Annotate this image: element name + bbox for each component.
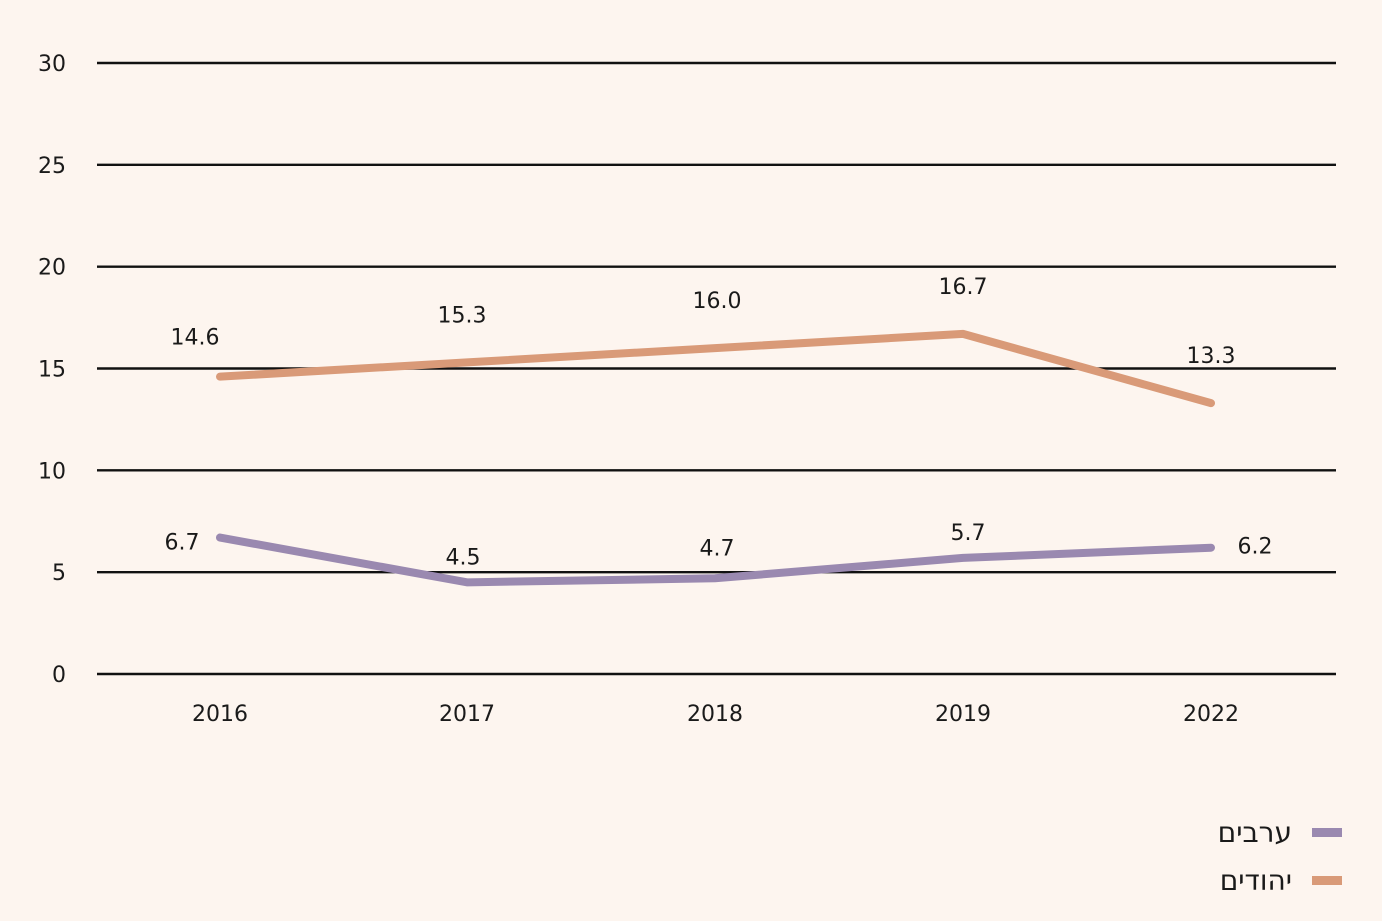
y-tick-label-5: 5 — [52, 561, 66, 586]
y-axis-ticks: 0 5 10 15 20 25 30 — [38, 52, 66, 688]
y-tick-label-30: 30 — [38, 52, 66, 77]
legend: ערבים יהודים — [1218, 814, 1342, 898]
x-tick-label-2016: 2016 — [192, 702, 248, 727]
y-tick-label-20: 20 — [38, 256, 66, 281]
data-label-1-2016: 6.7 — [165, 531, 200, 556]
data-label-0-2016: 14.6 — [171, 326, 220, 351]
data-label-0-2018: 16.0 — [693, 289, 742, 314]
data-label-1-2017: 4.5 — [446, 545, 481, 570]
data-label-1-2022: 6.2 — [1238, 535, 1273, 560]
x-axis-ticks: 2016 2017 2018 2019 2022 — [192, 702, 1239, 727]
legend-item-arabs: ערבים — [1218, 814, 1342, 850]
y-tick-label-15: 15 — [38, 358, 66, 383]
legend-label-jews: יהודים — [1219, 863, 1292, 897]
series-line-1 — [216, 533, 1215, 587]
legend-item-jews: יהודים — [1218, 862, 1342, 898]
legend-swatch-arabs — [1312, 827, 1342, 837]
data-label-1-2019: 5.7 — [951, 521, 986, 546]
x-tick-label-2018: 2018 — [687, 702, 743, 727]
legend-swatch-jews — [1312, 875, 1342, 885]
series-line-0 — [216, 329, 1215, 408]
x-tick-label-2019: 2019 — [935, 702, 991, 727]
y-tick-label-10: 10 — [38, 459, 66, 484]
gridlines — [97, 61, 1336, 676]
data-label-0-2022: 13.3 — [1187, 344, 1236, 369]
y-tick-label-25: 25 — [38, 154, 66, 179]
data-label-0-2019: 16.7 — [939, 275, 988, 300]
y-tick-label-0: 0 — [52, 663, 66, 688]
x-tick-label-2022: 2022 — [1183, 702, 1239, 727]
x-tick-label-2017: 2017 — [439, 702, 495, 727]
data-label-1-2018: 4.7 — [700, 536, 735, 561]
data-labels: 14.6 15.3 16.0 16.7 13.3 6.7 4.5 4.7 5.7 6.2 — [165, 275, 1273, 570]
legend-label-arabs: ערבים — [1217, 815, 1292, 849]
data-label-0-2017: 15.3 — [438, 303, 487, 328]
series-lines — [216, 329, 1215, 587]
